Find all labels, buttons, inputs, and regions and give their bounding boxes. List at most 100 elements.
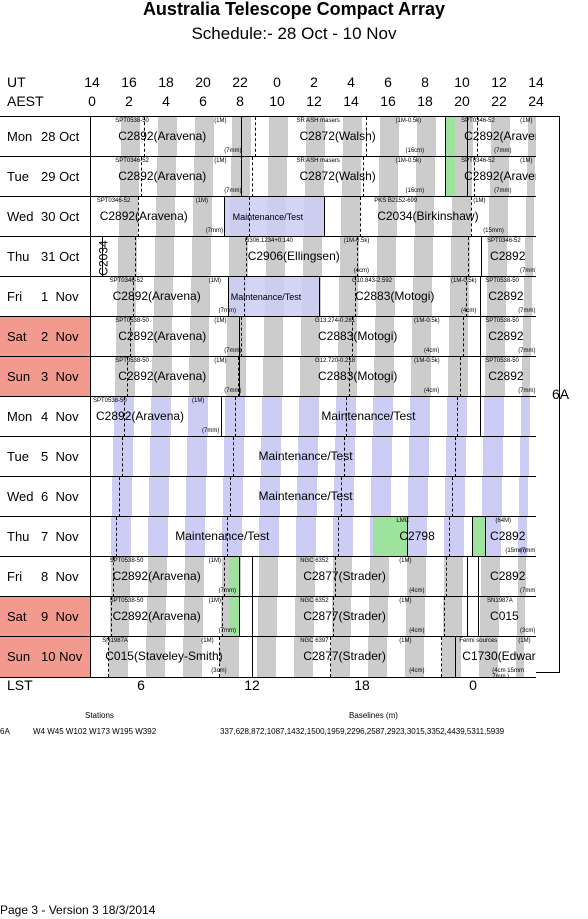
band-note: (16cm) [405,148,425,154]
night-band [116,277,137,317]
source-name: SPT0346-52 [487,238,521,244]
lst-marker [465,277,467,317]
night-band [156,157,177,197]
maintenance-band [409,437,429,477]
schedule-row: Wed 30 Oct C2892(Aravena) SPT0346-52 (1M) (7m… [0,196,536,237]
night-band [515,637,524,677]
night-band [331,597,351,637]
night-band [147,557,167,597]
lst-marker [143,117,145,157]
night-band [153,317,173,357]
source-name: PKS B2152-699 [374,198,418,204]
green-band [373,517,409,557]
night-band [256,637,277,677]
band-note: (7mm) [518,388,536,394]
night-band [117,237,138,277]
night-band [480,557,500,597]
night-band [414,197,435,237]
block-divider [92,517,474,557]
row-timeline: C015(Staveley-Smith) SN1987A (1M) (3cm) C287… [92,637,536,677]
lst-marker [121,437,123,477]
array-config-note: (1M) [195,198,209,204]
day-label: Sat 2 Nov [0,317,91,357]
row-timeline: Maintenance/Test [92,477,536,517]
day-date: 5 Nov [41,449,79,464]
array-config-note: (1M-0.5k) [395,158,422,164]
night-band [304,157,325,197]
night-band [153,277,174,317]
tick-label: 8 [421,74,429,90]
night-band [109,597,129,637]
night-band [486,317,506,357]
lst-marker [329,637,331,677]
schedule-row: Thu 31 Oct C2034 C2906(Ellingsen) G306.1234+… [0,236,536,277]
day-of-week: Sun [7,649,31,664]
aest-label: AEST [7,93,44,109]
tick-label: 22 [232,74,248,90]
block-divider [92,357,240,397]
lst-marker [107,637,109,677]
green-band [228,557,240,597]
row-timeline: C2892(Aravena) SPT0346-52 (1M) (7mm) Mainten… [92,197,536,237]
band-note: (7mm) [518,348,536,354]
project-name: C1730(Edwards) [462,649,536,663]
source-name: SPT0346-52 [96,198,131,204]
night-band [257,597,277,637]
band-note: (7mm) [224,388,242,394]
row-timeline: C2892(Aravena) SPT0346-52 (1M) (7mm) Mainten… [92,277,536,317]
day-of-week: Tue [7,169,29,184]
night-band [191,237,212,277]
night-band [155,197,176,237]
band-note: (4cm) [409,588,425,594]
project-name: C2872(Walsh) [299,169,376,183]
array-config-note: (1M) [473,198,486,204]
night-band [451,197,472,237]
night-band [405,597,425,637]
tick-label: 22 [491,93,507,109]
lst-marker [332,597,334,637]
source-name: SPT0538-50 [115,358,149,364]
lst-marker [252,157,254,197]
tick-label: 2 [125,93,133,109]
band-note: (7mm) [218,588,236,594]
maintenance-band [185,517,205,557]
page-footer: Page 3 - Version 3 18/3/2014 [0,903,156,917]
lst-marker [229,477,231,517]
block-divider [92,117,447,157]
array-config-note: (1M-0.5k) [414,318,440,324]
project-name: C2883(Motogi) [355,289,435,303]
array-config-note: (1M) [208,278,221,284]
schedule-row: Wed 6 Nov Maintenance/Test [0,476,536,517]
night-band [516,597,525,637]
band-note: (4cm) [409,628,425,634]
night-band [301,317,321,357]
night-band [412,317,432,357]
source-name: SPT0346-52 [109,278,144,284]
night-band [527,117,536,157]
lst-marker [110,597,112,637]
schedule-row: Mon 28 Oct C2892(Aravena) SPT0538-50 (1M) (7m… [0,116,536,157]
day-date: 6 Nov [41,489,79,504]
maintenance-band [519,477,528,517]
lst-marker [349,357,351,397]
night-band [342,117,363,157]
tick-label: 4 [162,93,170,109]
array-config-note: (1M-0.5k) [451,278,477,284]
block-divider [92,597,240,637]
maintenance-band [445,477,465,517]
day-of-week: Thu [7,529,30,544]
maintenance-band [224,437,244,477]
night-band [450,237,471,277]
project-name: C015(Staveley-Smith) [105,649,223,663]
night-band [190,277,211,317]
stations-config: 6A [0,727,10,736]
schedule-row: Tue 29 Oct C2892(Aravena) SPT0346-52 (1M) (7m… [0,156,536,197]
array-config-note: (1M) [214,118,227,124]
project-name: C2892(Aravena) [112,609,201,623]
night-band [379,117,400,157]
day-date: 7 Nov [41,529,79,544]
band-note: (4cm) [461,308,477,314]
lst-marker [340,477,342,517]
lst-marker [238,357,240,397]
band-note: (16cm) [405,188,425,194]
